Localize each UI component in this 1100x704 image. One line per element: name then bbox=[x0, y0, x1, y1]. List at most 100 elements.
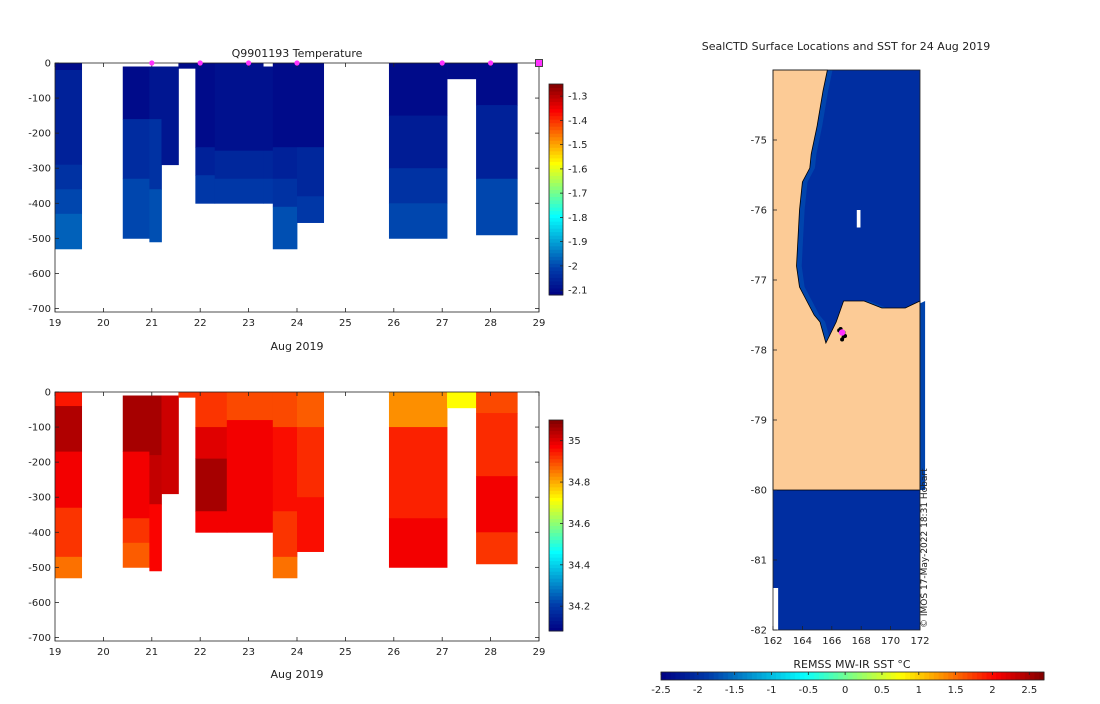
heatmap-cell bbox=[297, 427, 325, 498]
heatmap-cell bbox=[226, 420, 274, 533]
heatmap-cell bbox=[476, 392, 518, 414]
colorbar-segment bbox=[886, 672, 892, 680]
temperature-colorbar: -1.3 -1.4 -1.5 -1.6 -1.7 -1.8 -1.9 -2 -2.1 bbox=[548, 83, 588, 297]
colorbar-tick-label: -1.4 bbox=[568, 116, 588, 127]
colorbar-segment bbox=[549, 143, 563, 148]
colorbar-segment bbox=[549, 91, 563, 96]
colorbar-segment bbox=[828, 672, 834, 680]
heatmap-cell bbox=[272, 427, 298, 512]
heatmap-cell bbox=[476, 532, 518, 565]
colorbar-segment bbox=[549, 592, 563, 597]
profile-marker bbox=[246, 60, 252, 66]
x-tick-label: 20 bbox=[97, 318, 110, 329]
heatmap-cell bbox=[388, 115, 448, 169]
colorbar-segment bbox=[549, 497, 563, 502]
colorbar-segment bbox=[549, 469, 563, 474]
heatmap-cell bbox=[388, 518, 448, 568]
colorbar-segment bbox=[962, 672, 968, 680]
colorbar-tick-label: -1.6 bbox=[568, 164, 588, 175]
colorbar-segment bbox=[549, 140, 563, 145]
colorbar-segment bbox=[976, 672, 983, 680]
colorbar-segment bbox=[847, 672, 853, 680]
x-tick-label: 24 bbox=[291, 647, 304, 658]
colorbar-tick-label: -2.1 bbox=[568, 286, 588, 297]
colorbar-segment bbox=[549, 256, 563, 261]
colorbar-segment bbox=[938, 672, 944, 680]
colorbar-segment bbox=[549, 571, 563, 576]
heatmap-cell bbox=[388, 427, 448, 519]
colorbar-segment bbox=[549, 178, 563, 183]
surface-location-marker bbox=[838, 329, 846, 336]
colorbar-tick-label: 34.4 bbox=[568, 560, 590, 571]
heatmap-cell bbox=[178, 63, 196, 69]
colorbar-segment bbox=[665, 672, 672, 680]
colorbar-segment bbox=[699, 672, 705, 680]
temperature-chart-title: Q9901193 Temperature bbox=[232, 47, 363, 60]
heatmap-cell bbox=[149, 119, 162, 190]
heatmap-cell bbox=[122, 178, 150, 239]
colorbar-segment bbox=[972, 672, 978, 680]
colorbar-segment bbox=[549, 266, 563, 271]
colorbar-segment bbox=[549, 423, 563, 428]
colorbar-segment bbox=[549, 606, 563, 611]
colorbar-segment bbox=[549, 532, 563, 537]
colorbar-segment bbox=[549, 126, 563, 131]
track-point bbox=[840, 337, 845, 342]
heatmap-cell bbox=[149, 395, 162, 456]
colorbar-segment bbox=[986, 672, 992, 680]
x-tick-label: 23 bbox=[242, 647, 255, 658]
x-tick-label: 27 bbox=[436, 647, 449, 658]
colorbar-tick-label: 34.8 bbox=[568, 478, 590, 489]
heatmap-cell bbox=[272, 206, 298, 250]
colorbar-segment bbox=[967, 672, 973, 680]
colorbar-segment bbox=[670, 672, 676, 680]
y-tick-label: -300 bbox=[28, 164, 51, 175]
x-tick-label: 25 bbox=[339, 647, 352, 658]
heatmap-cell bbox=[388, 63, 448, 117]
colorbar-segment bbox=[818, 672, 825, 680]
colorbar-segment bbox=[549, 193, 563, 198]
profile-marker bbox=[294, 60, 300, 66]
heatmap-cell bbox=[272, 556, 298, 579]
colorbar-segment bbox=[549, 270, 563, 275]
colorbar-segment bbox=[549, 94, 563, 99]
colorbar-segment bbox=[833, 672, 839, 680]
temperature-x-ticks: 19 20 21 22 23 24 25 26 27 28 29 bbox=[49, 63, 545, 329]
colorbar-segment bbox=[704, 672, 710, 680]
colorbar-segment bbox=[751, 672, 758, 680]
y-tick-label: -700 bbox=[28, 304, 51, 315]
colorbar-segment bbox=[549, 136, 563, 141]
colorbar-segment bbox=[680, 672, 686, 680]
colorbar-segment bbox=[549, 84, 563, 89]
colorbar-segment bbox=[549, 472, 563, 477]
heatmap-cell bbox=[476, 413, 518, 477]
temperature-panel: Q9901193 Temperature 19 20 21 22 23 24 25 26 27 2… bbox=[28, 47, 587, 353]
colorbar-tick-label: -0.5 bbox=[799, 685, 819, 696]
colorbar-segment bbox=[549, 263, 563, 268]
colorbar-segment bbox=[549, 150, 563, 155]
heatmap-cell bbox=[161, 395, 179, 495]
colorbar-segment bbox=[549, 157, 563, 162]
colorbar-segment bbox=[991, 672, 997, 680]
heatmap-cell bbox=[476, 476, 518, 533]
colorbar-segment bbox=[549, 200, 563, 205]
heatmap-cell bbox=[55, 392, 83, 407]
colorbar-segment bbox=[1015, 672, 1021, 680]
colorbar-tick-label: -1.8 bbox=[568, 213, 588, 224]
last-profile-marker bbox=[535, 59, 543, 67]
colorbar-segment bbox=[549, 567, 563, 572]
heatmap-cell bbox=[272, 511, 298, 558]
colorbar-segment bbox=[909, 672, 916, 680]
colorbar-tick-label: 2.5 bbox=[1021, 685, 1037, 696]
colorbar-segment bbox=[549, 479, 563, 484]
colorbar-tick-label: -1.9 bbox=[568, 237, 588, 248]
colorbar-segment bbox=[549, 291, 563, 296]
colorbar-segment bbox=[1029, 672, 1035, 680]
colorbar-segment bbox=[549, 455, 563, 460]
colorbar-segment bbox=[809, 672, 815, 680]
colorbar-segment bbox=[549, 557, 563, 562]
colorbar-segment bbox=[890, 672, 897, 680]
salinity-colorbar: 35 34.8 34.6 34.4 34.2 bbox=[548, 419, 590, 632]
salinity-y-ticks: 0 -100 -200 -300 -400 -500 -600 -700 bbox=[28, 388, 539, 644]
